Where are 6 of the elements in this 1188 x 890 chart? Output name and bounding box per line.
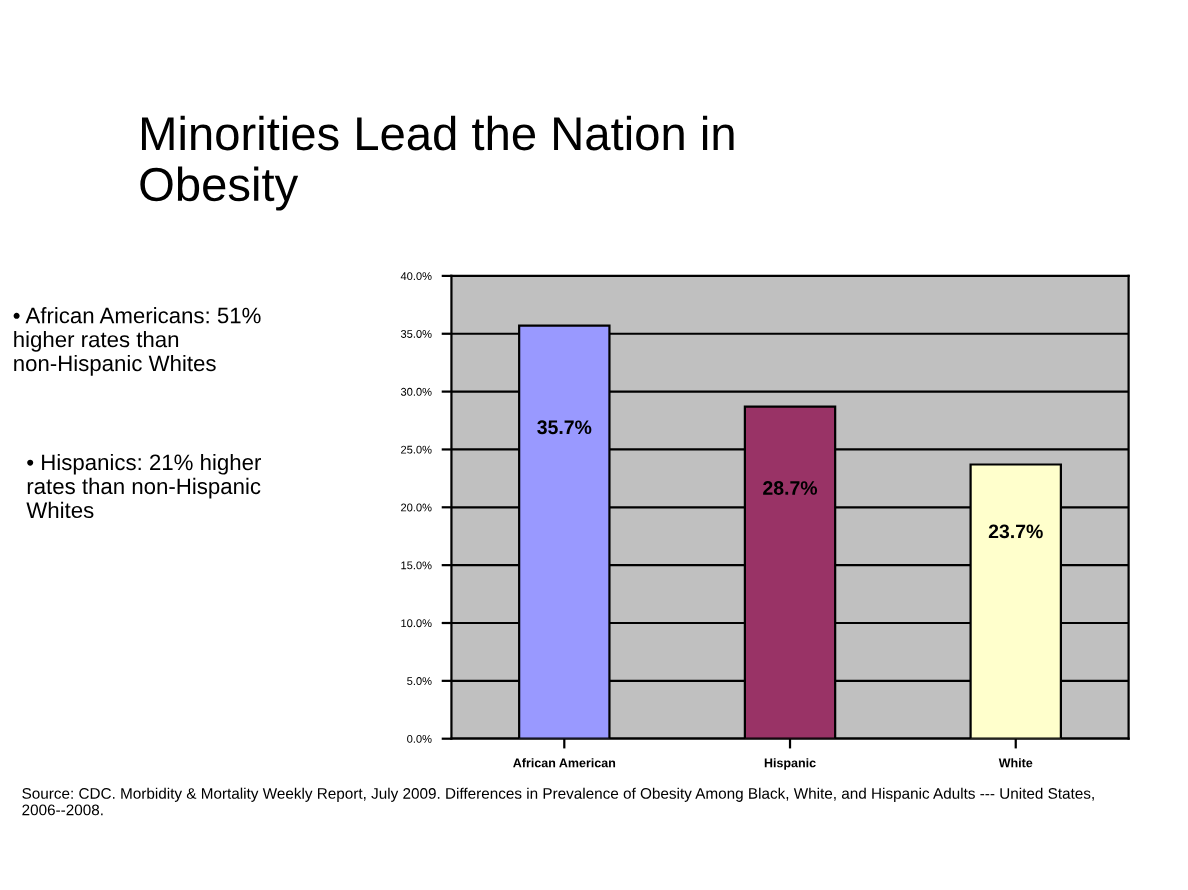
data-label: 28.7% bbox=[763, 481, 818, 495]
text: • African Americans: 51% higher rates than non-Hispanic Whites bbox=[13, 307, 261, 376]
data-label: 35.7% bbox=[537, 420, 592, 435]
chart-title: Minorities Lead the Nation in Obesity bbox=[140, 115, 734, 211]
data-label: 23.7% bbox=[988, 524, 1043, 539]
text: • Hispanics: 21% higher rates than non-Hispanic Whites bbox=[26, 453, 261, 519]
